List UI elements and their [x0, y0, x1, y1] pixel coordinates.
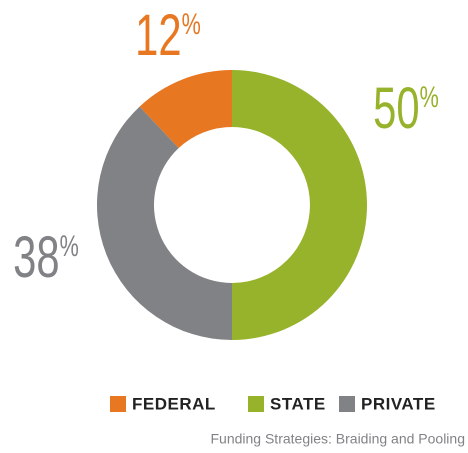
legend-swatch — [110, 396, 126, 412]
donut-segment — [232, 70, 367, 340]
donut-segment — [96, 106, 232, 340]
caption: Funding Strategies: Braiding and Pooling — [210, 431, 465, 447]
legend-swatch — [339, 396, 355, 412]
legend-label: PRIVATE — [361, 394, 436, 413]
value-label: 38% — [13, 225, 79, 290]
donut-segment — [139, 70, 232, 149]
legend-label: STATE — [270, 394, 326, 413]
legend-swatch — [248, 396, 264, 412]
value-label: 12% — [135, 3, 201, 68]
value-label: 50% — [373, 76, 439, 141]
legend-label: FEDERAL — [132, 394, 216, 413]
